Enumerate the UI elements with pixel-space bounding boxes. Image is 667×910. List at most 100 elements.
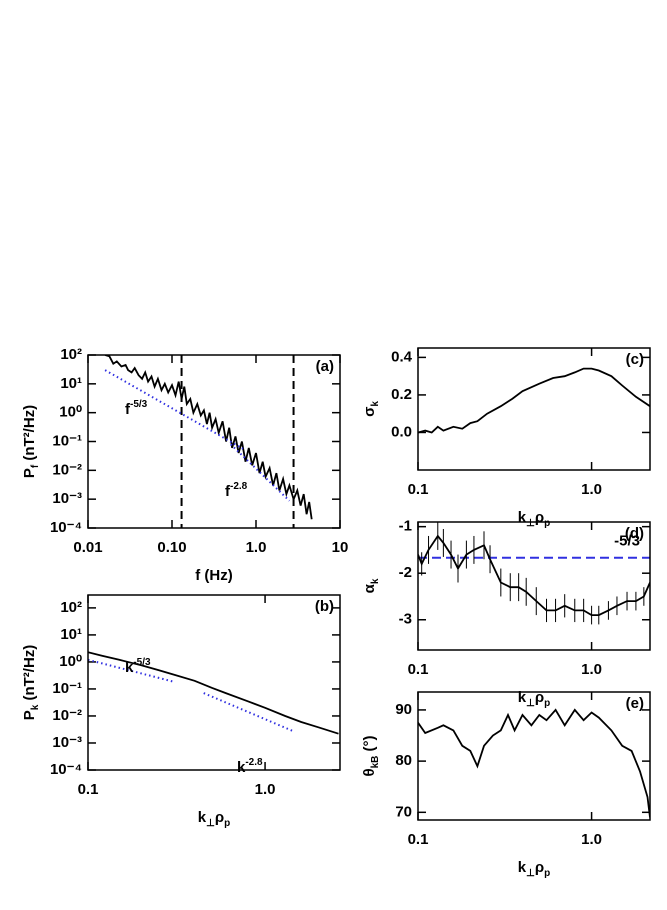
fit-label: k-5/3	[125, 657, 151, 676]
x-tick-label: 1.0	[246, 539, 267, 556]
y-tick-label: -3	[399, 611, 412, 628]
plot-frame	[417, 521, 651, 651]
y-tick-label: 10⁻¹	[52, 432, 82, 449]
axis-label: αk	[361, 578, 381, 593]
fit-label: k-2.8	[237, 757, 263, 776]
y-tick-label: 0.2	[391, 386, 412, 403]
axis-label: θkB (°)	[361, 735, 381, 776]
y-tick-label: 80	[395, 752, 412, 769]
label-part: kB	[370, 756, 381, 769]
x-tick-label: 1.0	[581, 661, 602, 678]
y-tick-label: 10⁻³	[52, 734, 82, 751]
y-tick-label: 10⁻²	[52, 461, 82, 478]
label-part: ⊥	[526, 518, 535, 529]
y-tick-label: 10⁻³	[52, 490, 82, 507]
label-part: k	[518, 509, 527, 526]
y-tick-label: -2	[399, 564, 412, 581]
x-tick-label: 0.10	[157, 539, 186, 556]
label-part: k	[518, 859, 527, 876]
axis-label: Pk (nT²/Hz)	[21, 645, 41, 721]
axis-label: k⊥ρp	[518, 509, 550, 529]
plot-frame	[87, 354, 341, 529]
plot-frame	[417, 691, 651, 821]
panel: 0.1 1.0 -1 -2 -3 -5/3(d)	[399, 518, 651, 678]
y-tick-label: 10²	[60, 346, 82, 363]
fit-label: f-5/3	[125, 399, 148, 418]
panel-label: (b)	[315, 598, 334, 615]
y-tick-label: 10⁻⁴	[50, 519, 82, 536]
plot-frame	[87, 594, 341, 771]
y-tick-label: 10¹	[60, 626, 82, 643]
panel: 0.1 1.0 90 80 70 (e)	[395, 691, 651, 848]
x-tick-label: 1.0	[581, 481, 602, 498]
fit-label: f-2.8	[225, 481, 248, 500]
series-line	[230, 443, 291, 502]
label-part: f (Hz)	[195, 567, 233, 584]
y-tick-label: 70	[395, 803, 412, 820]
x-tick-label: 0.1	[408, 661, 429, 678]
label-part: ⊥	[526, 698, 535, 709]
plot-frame	[417, 347, 651, 471]
axis-label: σk	[361, 401, 381, 417]
label-part: f	[225, 483, 231, 500]
label-part: θ	[361, 768, 378, 776]
label-part: -5/3	[133, 657, 151, 668]
y-tick-label: -1	[399, 518, 412, 535]
label-part: -5/3	[130, 399, 148, 410]
label-part: α	[361, 583, 378, 593]
y-tick-label: 10⁻²	[52, 707, 82, 724]
y-tick-label: 90	[395, 701, 412, 718]
panel-label: (c)	[626, 351, 644, 368]
label-part: ρ	[535, 509, 544, 526]
x-tick-label: 0.01	[73, 539, 102, 556]
panel: 0.1 1.0 10² 10¹ 10⁰ 10⁻¹ 10⁻² 10⁻³ 10⁻⁴ (b)	[50, 594, 341, 798]
x-tick-label: 1.0	[581, 831, 602, 848]
series-line	[418, 367, 650, 434]
label-part: p	[224, 818, 230, 829]
label-part: ⊥	[206, 818, 215, 829]
x-tick-label: 10	[332, 539, 349, 556]
x-tick-label: 1.0	[255, 781, 276, 798]
x-tick-label: 0.1	[408, 831, 429, 848]
panel-label: (e)	[626, 695, 644, 712]
label-part: ⊥	[526, 868, 535, 879]
panel-label: (d)	[625, 525, 644, 542]
label-part: (nT²/Hz)	[21, 645, 38, 705]
series-line	[88, 658, 173, 683]
label-part: (°)	[361, 735, 378, 755]
panel: 0.1 1.0 0.4 0.2 0.0 (c)	[391, 347, 651, 498]
y-tick-label: 0.0	[391, 423, 412, 440]
series-line	[203, 692, 294, 733]
series-line	[104, 355, 313, 520]
label-part: f	[125, 401, 131, 418]
label-part: k	[518, 689, 527, 706]
label-part: ρ	[535, 859, 544, 876]
y-tick-label: 10⁻⁴	[50, 761, 82, 778]
label-part: k	[237, 759, 246, 776]
label-part: k	[125, 659, 134, 676]
x-tick-label: 0.1	[78, 781, 99, 798]
panel: 0.01 0.10 1.0 10 10² 10¹ 10⁰ 10⁻¹ 10⁻² 10⁻³ 10⁻⁴ (a…	[50, 346, 348, 556]
label-part: f	[30, 464, 41, 468]
label-part: ρ	[535, 689, 544, 706]
axis-label: Pf (nT²/Hz)	[21, 405, 41, 478]
label-part: k	[370, 578, 381, 584]
label-part: (nT²/Hz)	[21, 405, 38, 465]
series-line	[418, 708, 650, 818]
label-part: p	[544, 518, 550, 529]
label-part: ρ	[215, 809, 224, 826]
axis-label: k⊥ρp	[518, 859, 550, 879]
label-part: -2.8	[245, 757, 263, 768]
panel-label: (a)	[316, 358, 334, 375]
h-line-label: -5/3	[614, 533, 640, 550]
label-part: k	[198, 809, 207, 826]
y-tick-label: 0.4	[391, 348, 413, 365]
label-part: P	[21, 710, 38, 720]
axis-label: f (Hz)	[195, 567, 233, 584]
label-part: P	[21, 468, 38, 478]
axis-label: k⊥ρp	[518, 689, 550, 709]
label-part: σ	[361, 407, 378, 417]
y-tick-label: 10⁻¹	[52, 680, 82, 697]
y-tick-label: 10²	[60, 599, 82, 616]
